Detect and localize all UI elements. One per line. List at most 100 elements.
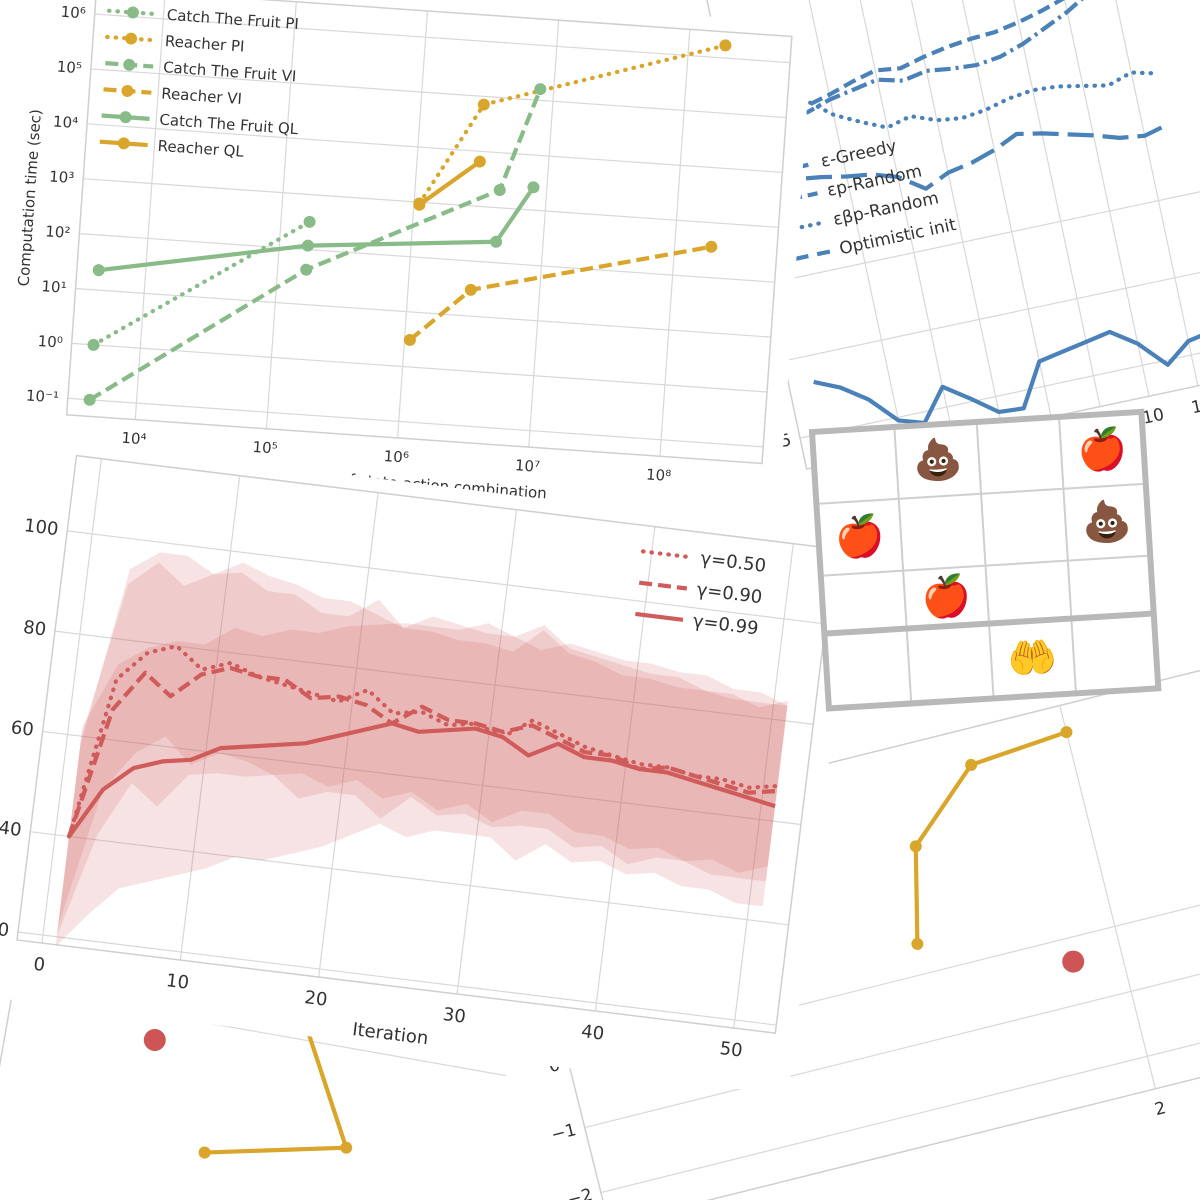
grid-line [17,931,777,1026]
y-tick-label: 100 [23,515,60,540]
grid-line [994,0,1101,407]
grid-cell-item: 💩 [1080,497,1133,547]
data-point [473,155,486,168]
x-tick-label: 10 [165,970,190,994]
y-tick-label: −2 [565,1185,594,1200]
legend-marker [117,137,130,150]
grid-line [594,526,656,1012]
grid-line [67,530,826,625]
legend-label: Reacher PI [164,32,245,56]
grid-line [41,458,102,944]
legend-marker [125,32,138,45]
grid-cell-item: 🍎 [833,511,886,562]
data-point [965,758,978,771]
y-tick-label: 10¹ [41,277,67,297]
data-point [340,1141,353,1154]
data-point [1060,726,1073,739]
grid-line [847,0,954,438]
grid-line [896,0,1003,428]
y-tick-label: 10² [45,222,71,242]
data-point [719,39,732,52]
error-band [56,562,789,937]
grid-line [1092,0,1199,386]
grid-line [600,1020,1200,1194]
x-tick-label: 12 [1190,394,1200,418]
grid-line [83,178,779,228]
x-tick-label: 10⁷ [514,456,540,476]
grid-line [87,123,783,174]
grid-cell-item: 🍎 [1076,424,1129,475]
legend-marker [126,6,139,19]
catch-row-divider [824,610,1154,637]
x-tick-label: 20 [303,987,328,1011]
cell-divider [1058,416,1077,694]
legend-label: Reacher VI [161,84,243,108]
grid-line [54,630,814,725]
grid-line [90,68,787,119]
grid-line [75,287,771,338]
cell-divider [816,482,1146,505]
chart-panel: 0102030405020406080100γ=0.50γ=0.90γ=0.99… [0,433,857,1096]
grid-world-border [808,408,1162,712]
x-tick-label: 0 [32,954,46,976]
series-line [758,0,1133,124]
y-tick-label: 80 [22,617,47,641]
data-point [198,1146,211,1159]
grid-line [767,158,1200,285]
cell-divider [893,426,913,704]
data-point [303,215,316,228]
y-tick-label: 10⁶ [60,3,86,23]
series-line [66,643,780,839]
grid-line [30,831,789,926]
grid-line [783,235,1200,362]
data-point [909,840,922,853]
x-tick-label: 30 [442,1004,467,1028]
data-point [477,98,490,111]
y-tick-label: 60 [10,717,35,741]
series-line [67,721,776,838]
legend-marker [121,84,134,97]
plot-area [748,0,1200,426]
series-line [748,0,1131,115]
data-point [493,184,506,197]
y-tick-label: 10⁰ [37,332,63,352]
grid-line [94,13,791,64]
y-tick-label: 20 [0,918,10,942]
grid-line [456,509,518,995]
series-line [418,159,482,207]
series-line [913,730,1068,944]
panel-background [0,0,813,525]
data-point [490,235,503,248]
plot-frame [16,454,836,1034]
series-line [98,186,536,273]
y-tick-label: 10⁻¹ [25,386,59,406]
grid-cell-item: 💩 [911,435,964,485]
data-point [92,264,105,277]
data-point [301,239,314,252]
grid-line [179,475,241,961]
x-tick-label: 2 [1153,1098,1168,1120]
x-tick-label: 10⁶ [383,447,409,467]
data-point [300,263,313,276]
error-band [55,623,788,947]
grid-line [71,342,768,393]
data-point [83,393,96,406]
cell-divider [975,421,995,699]
data-point [527,181,540,194]
y-tick-label: 40 [0,817,23,841]
error-band [57,552,788,927]
data-point [911,937,924,950]
x-tick-label: 40 [580,1021,605,1045]
plot-area [143,1006,353,1159]
grid-line [42,730,801,826]
series-line [752,70,1160,130]
plot-frame [65,0,793,465]
plot-area [83,39,732,406]
data-point [534,83,547,96]
legend-marker [119,111,132,124]
series-line [88,88,543,402]
data-point [143,1028,166,1051]
legend-handle [640,549,693,560]
